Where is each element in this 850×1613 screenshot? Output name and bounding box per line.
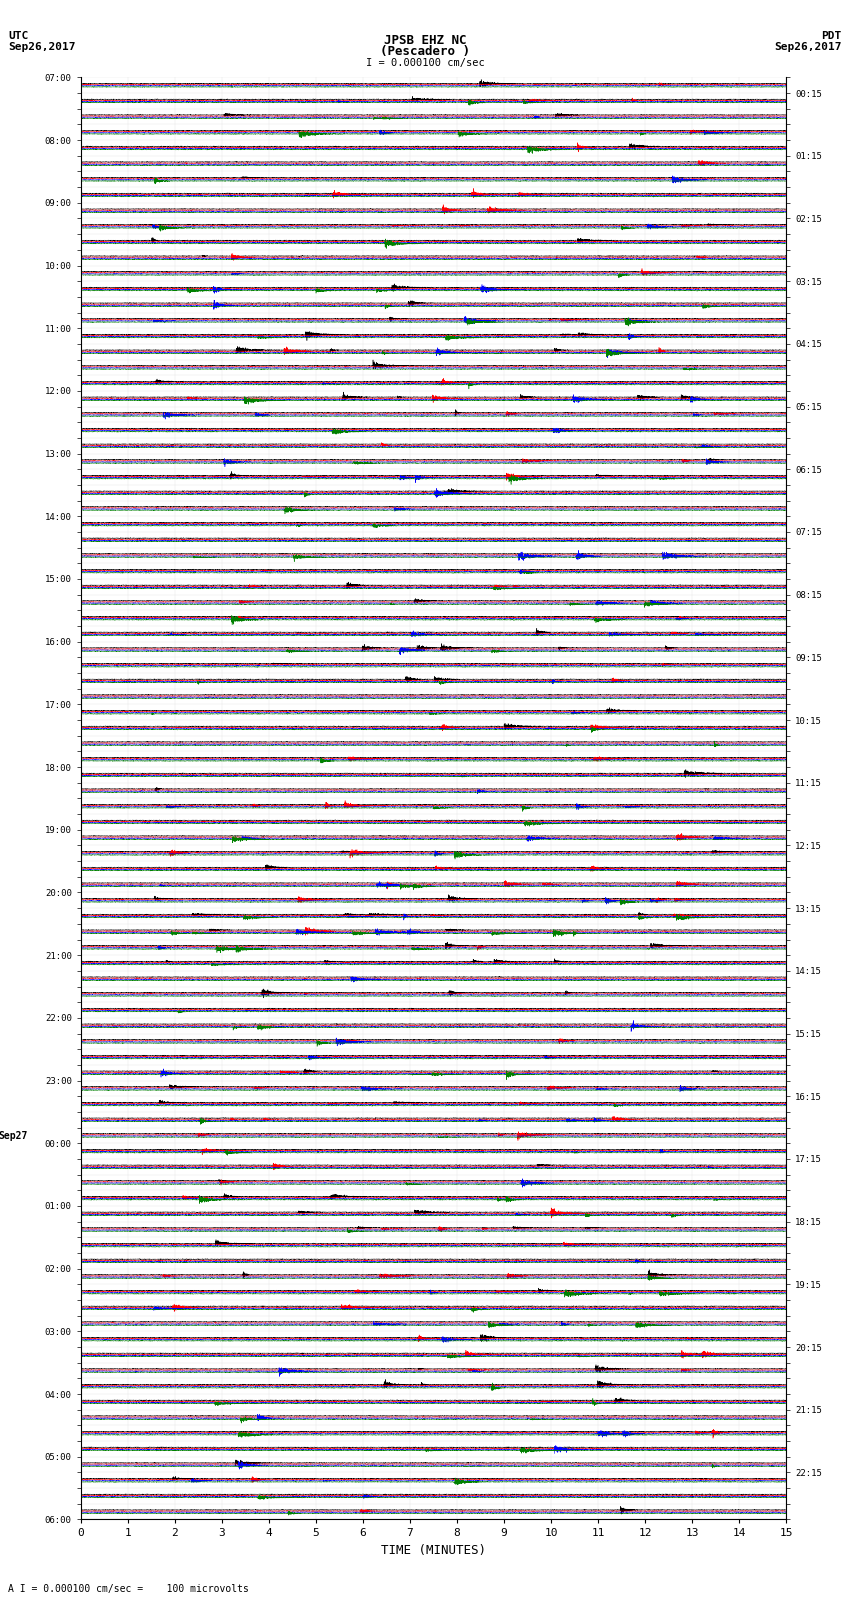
Text: JPSB EHZ NC: JPSB EHZ NC bbox=[383, 34, 467, 47]
Text: UTC: UTC bbox=[8, 31, 29, 40]
Text: Sep26,2017: Sep26,2017 bbox=[8, 42, 76, 52]
X-axis label: TIME (MINUTES): TIME (MINUTES) bbox=[381, 1544, 486, 1557]
Text: (Pescadero ): (Pescadero ) bbox=[380, 45, 470, 58]
Text: Sep27: Sep27 bbox=[0, 1131, 28, 1140]
Text: Sep26,2017: Sep26,2017 bbox=[774, 42, 842, 52]
Text: A I = 0.000100 cm/sec =    100 microvolts: A I = 0.000100 cm/sec = 100 microvolts bbox=[8, 1584, 249, 1594]
Text: PDT: PDT bbox=[821, 31, 842, 40]
Text: I = 0.000100 cm/sec: I = 0.000100 cm/sec bbox=[366, 58, 484, 68]
